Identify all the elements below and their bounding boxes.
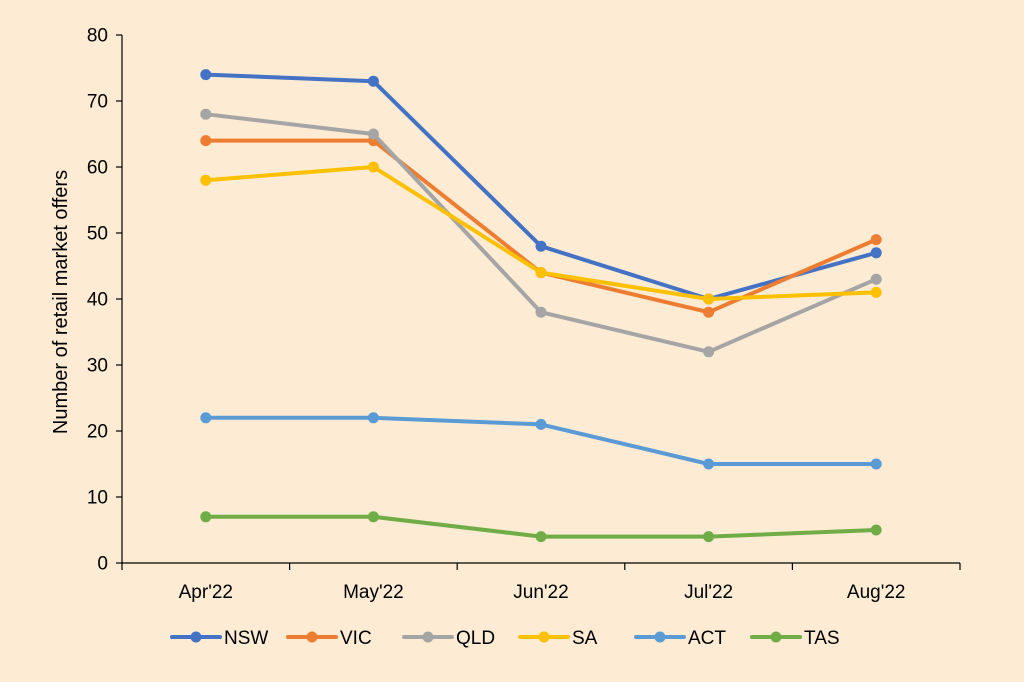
data-point-nsw [870,247,882,259]
data-point-act [200,412,212,424]
legend-swatch-marker [538,631,550,643]
data-point-sa [703,293,715,305]
y-tick-label: 20 [87,422,108,443]
series-layer [200,69,882,543]
legend-item-sa: SA [518,628,598,649]
y-tick-label: 10 [87,488,108,509]
y-tick-label: 0 [97,554,108,575]
data-point-tas [367,511,379,523]
legend-label: NSW [224,628,268,649]
x-tick-label: Aug'22 [847,582,906,603]
series-line-nsw [203,72,879,301]
data-point-nsw [367,75,379,87]
series-sa [200,161,882,305]
legend-item-act: ACT [634,628,726,649]
legend-label: ACT [688,628,726,649]
legend: NSW VIC QLD SA ACT TAS [170,628,840,649]
y-tick-label: 70 [87,92,108,113]
y-tick-label: 60 [87,158,108,179]
legend-item-nsw: NSW [170,628,268,649]
data-point-tas [200,511,212,523]
series-vic [200,135,882,318]
data-point-qld [535,306,547,318]
data-point-sa [200,174,212,186]
series-line-vic [203,138,879,315]
legend-swatch-marker [306,631,318,643]
y-tick-label: 80 [87,26,108,47]
data-point-tas [870,524,882,536]
y-tick-label: 50 [87,224,108,245]
data-point-act [535,418,547,430]
series-qld [200,108,882,358]
data-point-sa [535,267,547,279]
data-point-tas [535,531,547,543]
data-point-nsw [535,240,547,252]
data-point-sa [367,161,379,173]
data-point-qld [870,273,882,285]
data-point-act [703,458,715,470]
legend-swatch-marker [422,631,434,643]
data-point-nsw [200,69,212,81]
legend-swatch-marker [654,631,666,643]
data-point-qld [703,346,715,358]
axes: 0 10 20 30 40 50 60 70 80 Apr'22 May'22 Jun'22 Jul'2… [50,26,961,603]
legend-label: TAS [804,628,840,649]
legend-item-vic: VIC [286,628,372,649]
legend-label: QLD [456,628,495,649]
data-point-qld [367,128,379,140]
data-point-act [870,458,882,470]
data-point-vic [703,306,715,318]
y-tick-label: 40 [87,290,108,311]
legend-label: VIC [340,628,372,649]
data-point-act [367,412,379,424]
x-tick-label: Jul'22 [684,582,733,603]
y-tick-label: 30 [87,356,108,377]
x-tick-label: Apr'22 [179,582,233,603]
data-point-qld [200,108,212,120]
series-act [200,412,882,470]
data-point-tas [703,531,715,543]
legend-item-tas: TAS [750,628,840,649]
data-point-sa [870,286,882,298]
x-tick-label: May'22 [343,582,404,603]
legend-swatch-marker [770,631,782,643]
legend-item-qld: QLD [402,628,495,649]
data-point-vic [870,234,882,246]
series-tas [200,511,882,543]
y-axis-title: Number of retail market offers [50,170,72,434]
x-tick-label: Jun'22 [513,582,568,603]
legend-swatch-marker [190,631,202,643]
legend-label: SA [572,628,598,649]
data-point-vic [200,135,212,147]
